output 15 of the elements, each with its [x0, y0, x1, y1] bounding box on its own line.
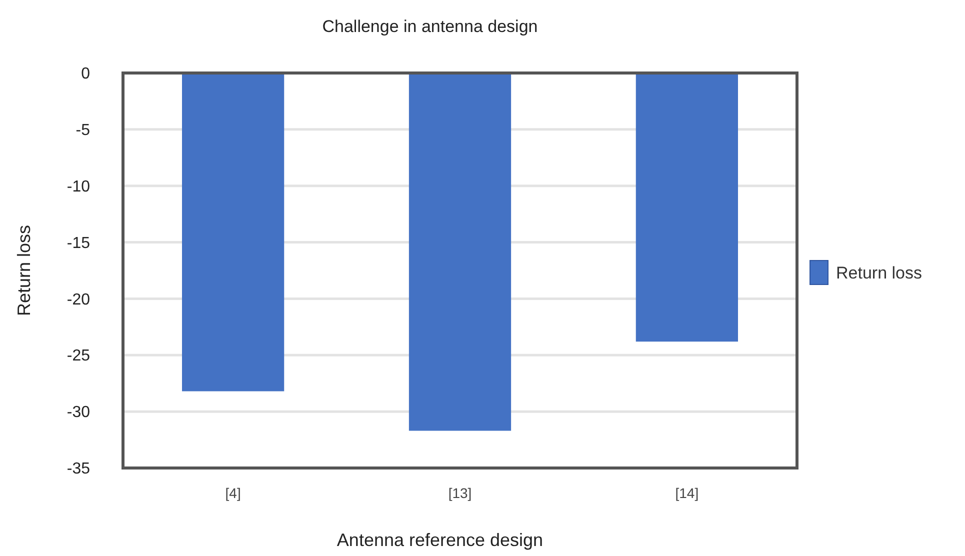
legend-label: Return loss — [836, 264, 922, 282]
y-tick-label: -10 — [66, 178, 90, 196]
x-tick-label: [14] — [675, 485, 699, 501]
y-tick-label: -35 — [66, 460, 90, 478]
x-tick-label: [13] — [448, 485, 472, 501]
y-tick-label: -30 — [66, 404, 90, 422]
y-axis-title: Return loss — [14, 224, 34, 316]
x-tick-label: [4] — [225, 485, 241, 501]
y-tick-label: -5 — [76, 122, 90, 140]
x-axis-title: Antenna reference design — [336, 530, 544, 550]
chart-title: Challenge in antenna design — [322, 17, 538, 36]
y-tick-label: 0 — [81, 66, 90, 83]
y-tick-label: -25 — [66, 348, 90, 365]
y-tick-label: -15 — [66, 234, 90, 252]
y-tick-label: -20 — [66, 291, 90, 308]
